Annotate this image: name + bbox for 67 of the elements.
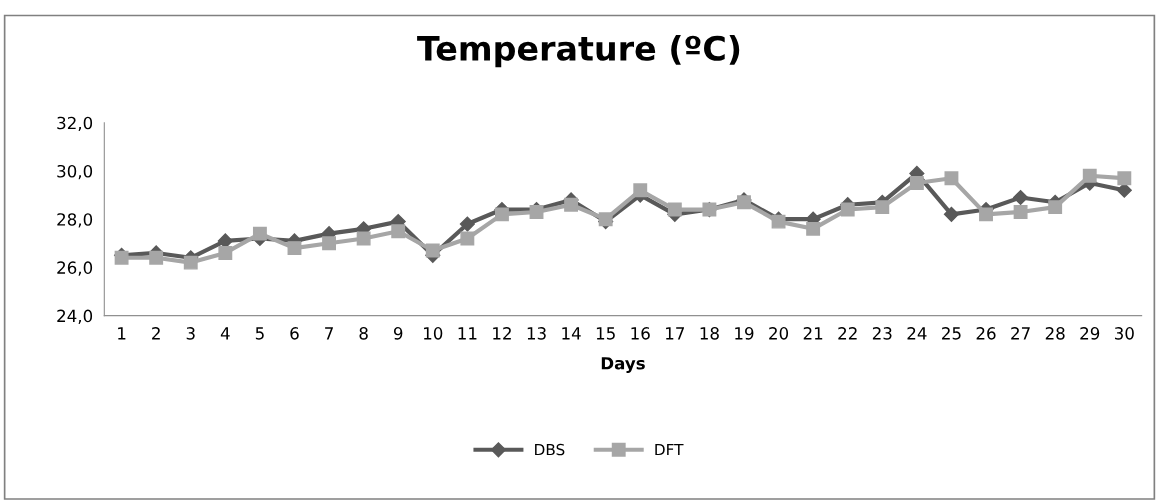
point [218, 245, 233, 260]
point [979, 207, 993, 222]
x-tick-label: 5 [255, 327, 264, 340]
x-tick-label: 19 [735, 327, 754, 340]
point [1117, 171, 1132, 186]
point [425, 243, 440, 258]
point [149, 250, 164, 265]
x-tick-label: 20 [769, 327, 789, 340]
point [1013, 189, 1029, 206]
y-tick-label: 32,0 [57, 116, 93, 132]
y-tick-label: 26,0 [57, 261, 93, 276]
point [356, 231, 371, 246]
point [322, 236, 337, 251]
x-tick-label: 15 [596, 327, 615, 340]
point [564, 197, 579, 212]
y-tick-label: 24,0 [57, 309, 93, 324]
point [633, 183, 648, 198]
point [943, 206, 960, 222]
x-tick-label: 24 [907, 327, 927, 340]
point [840, 202, 855, 217]
x-tick-label: 7 [325, 327, 333, 340]
x-tick-label: 27 [1011, 327, 1030, 340]
point [183, 255, 198, 270]
x-tick-label: 17 [666, 327, 685, 340]
point [287, 241, 302, 256]
x-axis-title: Days [601, 357, 645, 373]
chart-title: Temperature (ºC) [417, 35, 740, 68]
point [391, 224, 406, 239]
point [909, 176, 924, 190]
x-tick-label: 30 [1114, 327, 1134, 340]
x-tick-label: 9 [393, 327, 403, 340]
x-tick-label: 28 [1045, 327, 1065, 340]
x-tick-label: 13 [527, 327, 546, 340]
point [529, 205, 544, 219]
point [252, 226, 267, 241]
legend-label: DBS [535, 443, 565, 456]
x-tick-label: 21 [803, 327, 823, 340]
x-tick-label: 2 [152, 327, 160, 340]
point [667, 202, 682, 217]
x-tick-label: 23 [872, 327, 892, 340]
point [494, 207, 509, 222]
x-tick-label: 12 [493, 327, 511, 340]
point [459, 216, 475, 232]
legend-label: DFT [655, 443, 684, 456]
y-tick-label: 28,0 [57, 213, 93, 228]
point [1048, 200, 1063, 215]
x-tick-label: 18 [700, 327, 719, 340]
x-tick-label: 6 [290, 327, 299, 340]
x-tick-label: 22 [838, 327, 857, 340]
x-tick-label: 11 [458, 327, 477, 340]
point [944, 171, 959, 186]
point [460, 231, 475, 246]
x-tick-label: 8 [359, 327, 368, 340]
x-tick-label: 10 [424, 327, 443, 340]
y-tick-label: 30,0 [57, 164, 93, 180]
point [1013, 205, 1028, 219]
x-tick-label: 3 [186, 327, 195, 340]
x-tick-label: 1 [118, 327, 126, 340]
point [875, 200, 890, 215]
x-tick-label: 14 [562, 327, 581, 340]
x-tick-label: 29 [1080, 327, 1100, 340]
x-tick-label: 25 [942, 327, 961, 340]
x-tick-label: 26 [976, 327, 996, 340]
x-tick-label: 16 [631, 327, 650, 340]
x-tick-label: 4 [220, 327, 230, 340]
point [1082, 168, 1097, 183]
point [806, 221, 821, 236]
